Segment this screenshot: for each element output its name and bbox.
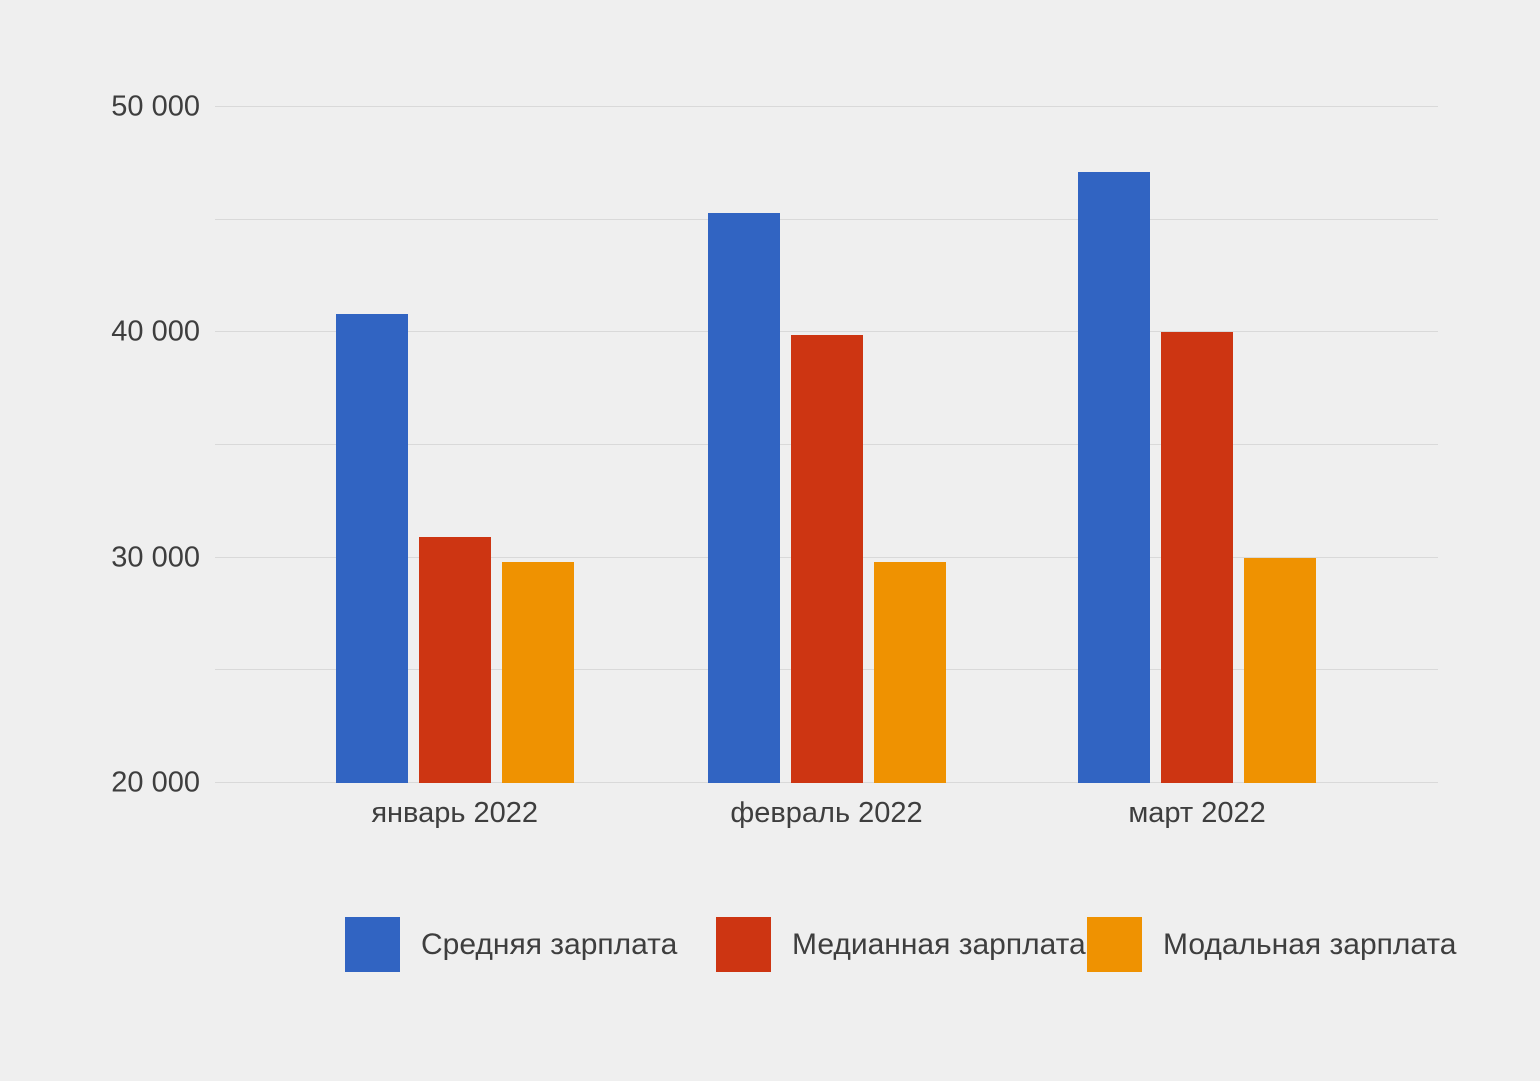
legend-label: Медианная зарплата: [792, 927, 1086, 961]
legend-item[interactable]: Медианная зарплата: [716, 917, 1086, 972]
bar[interactable]: [501, 562, 574, 783]
legend: Средняя зарплата Медианная зарплата Модаль…: [0, 917, 1540, 973]
legend-swatch: [716, 917, 771, 972]
gridline: [215, 331, 1438, 333]
legend-item[interactable]: Средняя зарплата: [345, 917, 677, 972]
bar[interactable]: [1078, 172, 1151, 783]
bar[interactable]: [790, 334, 863, 783]
y-tick-label: 30 000: [111, 541, 200, 574]
plot-area: [215, 106, 1438, 783]
x-tick-label: март 2022: [1128, 797, 1266, 829]
bar[interactable]: [1244, 557, 1317, 783]
x-tick-label: январь 2022: [371, 797, 539, 829]
legend-label: Модальная зарплата: [1163, 927, 1457, 961]
bar[interactable]: [418, 537, 491, 783]
gridline: [215, 218, 1438, 220]
bar-group: [707, 107, 946, 783]
bar-group: [1078, 107, 1317, 783]
legend-label: Средняя зарплата: [421, 927, 678, 961]
bar[interactable]: [1161, 332, 1234, 783]
legend-swatch: [345, 917, 400, 972]
bar[interactable]: [335, 314, 408, 783]
y-tick-label: 40 000: [111, 315, 200, 348]
x-axis: январь 2022 февраль 2022 март 2022: [215, 783, 1438, 843]
y-tick-label: 20 000: [111, 766, 200, 799]
y-tick-label: 50 000: [111, 90, 200, 123]
bar-group: [335, 107, 574, 783]
x-tick-label: февраль 2022: [730, 797, 923, 829]
bar[interactable]: [873, 562, 946, 783]
legend-item[interactable]: Модальная зарплата: [1087, 917, 1457, 972]
gridline: [215, 106, 1438, 107]
legend-swatch: [1087, 917, 1142, 972]
y-axis: 20 000 30 000 40 000 50 000: [0, 92, 200, 797]
bar[interactable]: [707, 212, 780, 783]
